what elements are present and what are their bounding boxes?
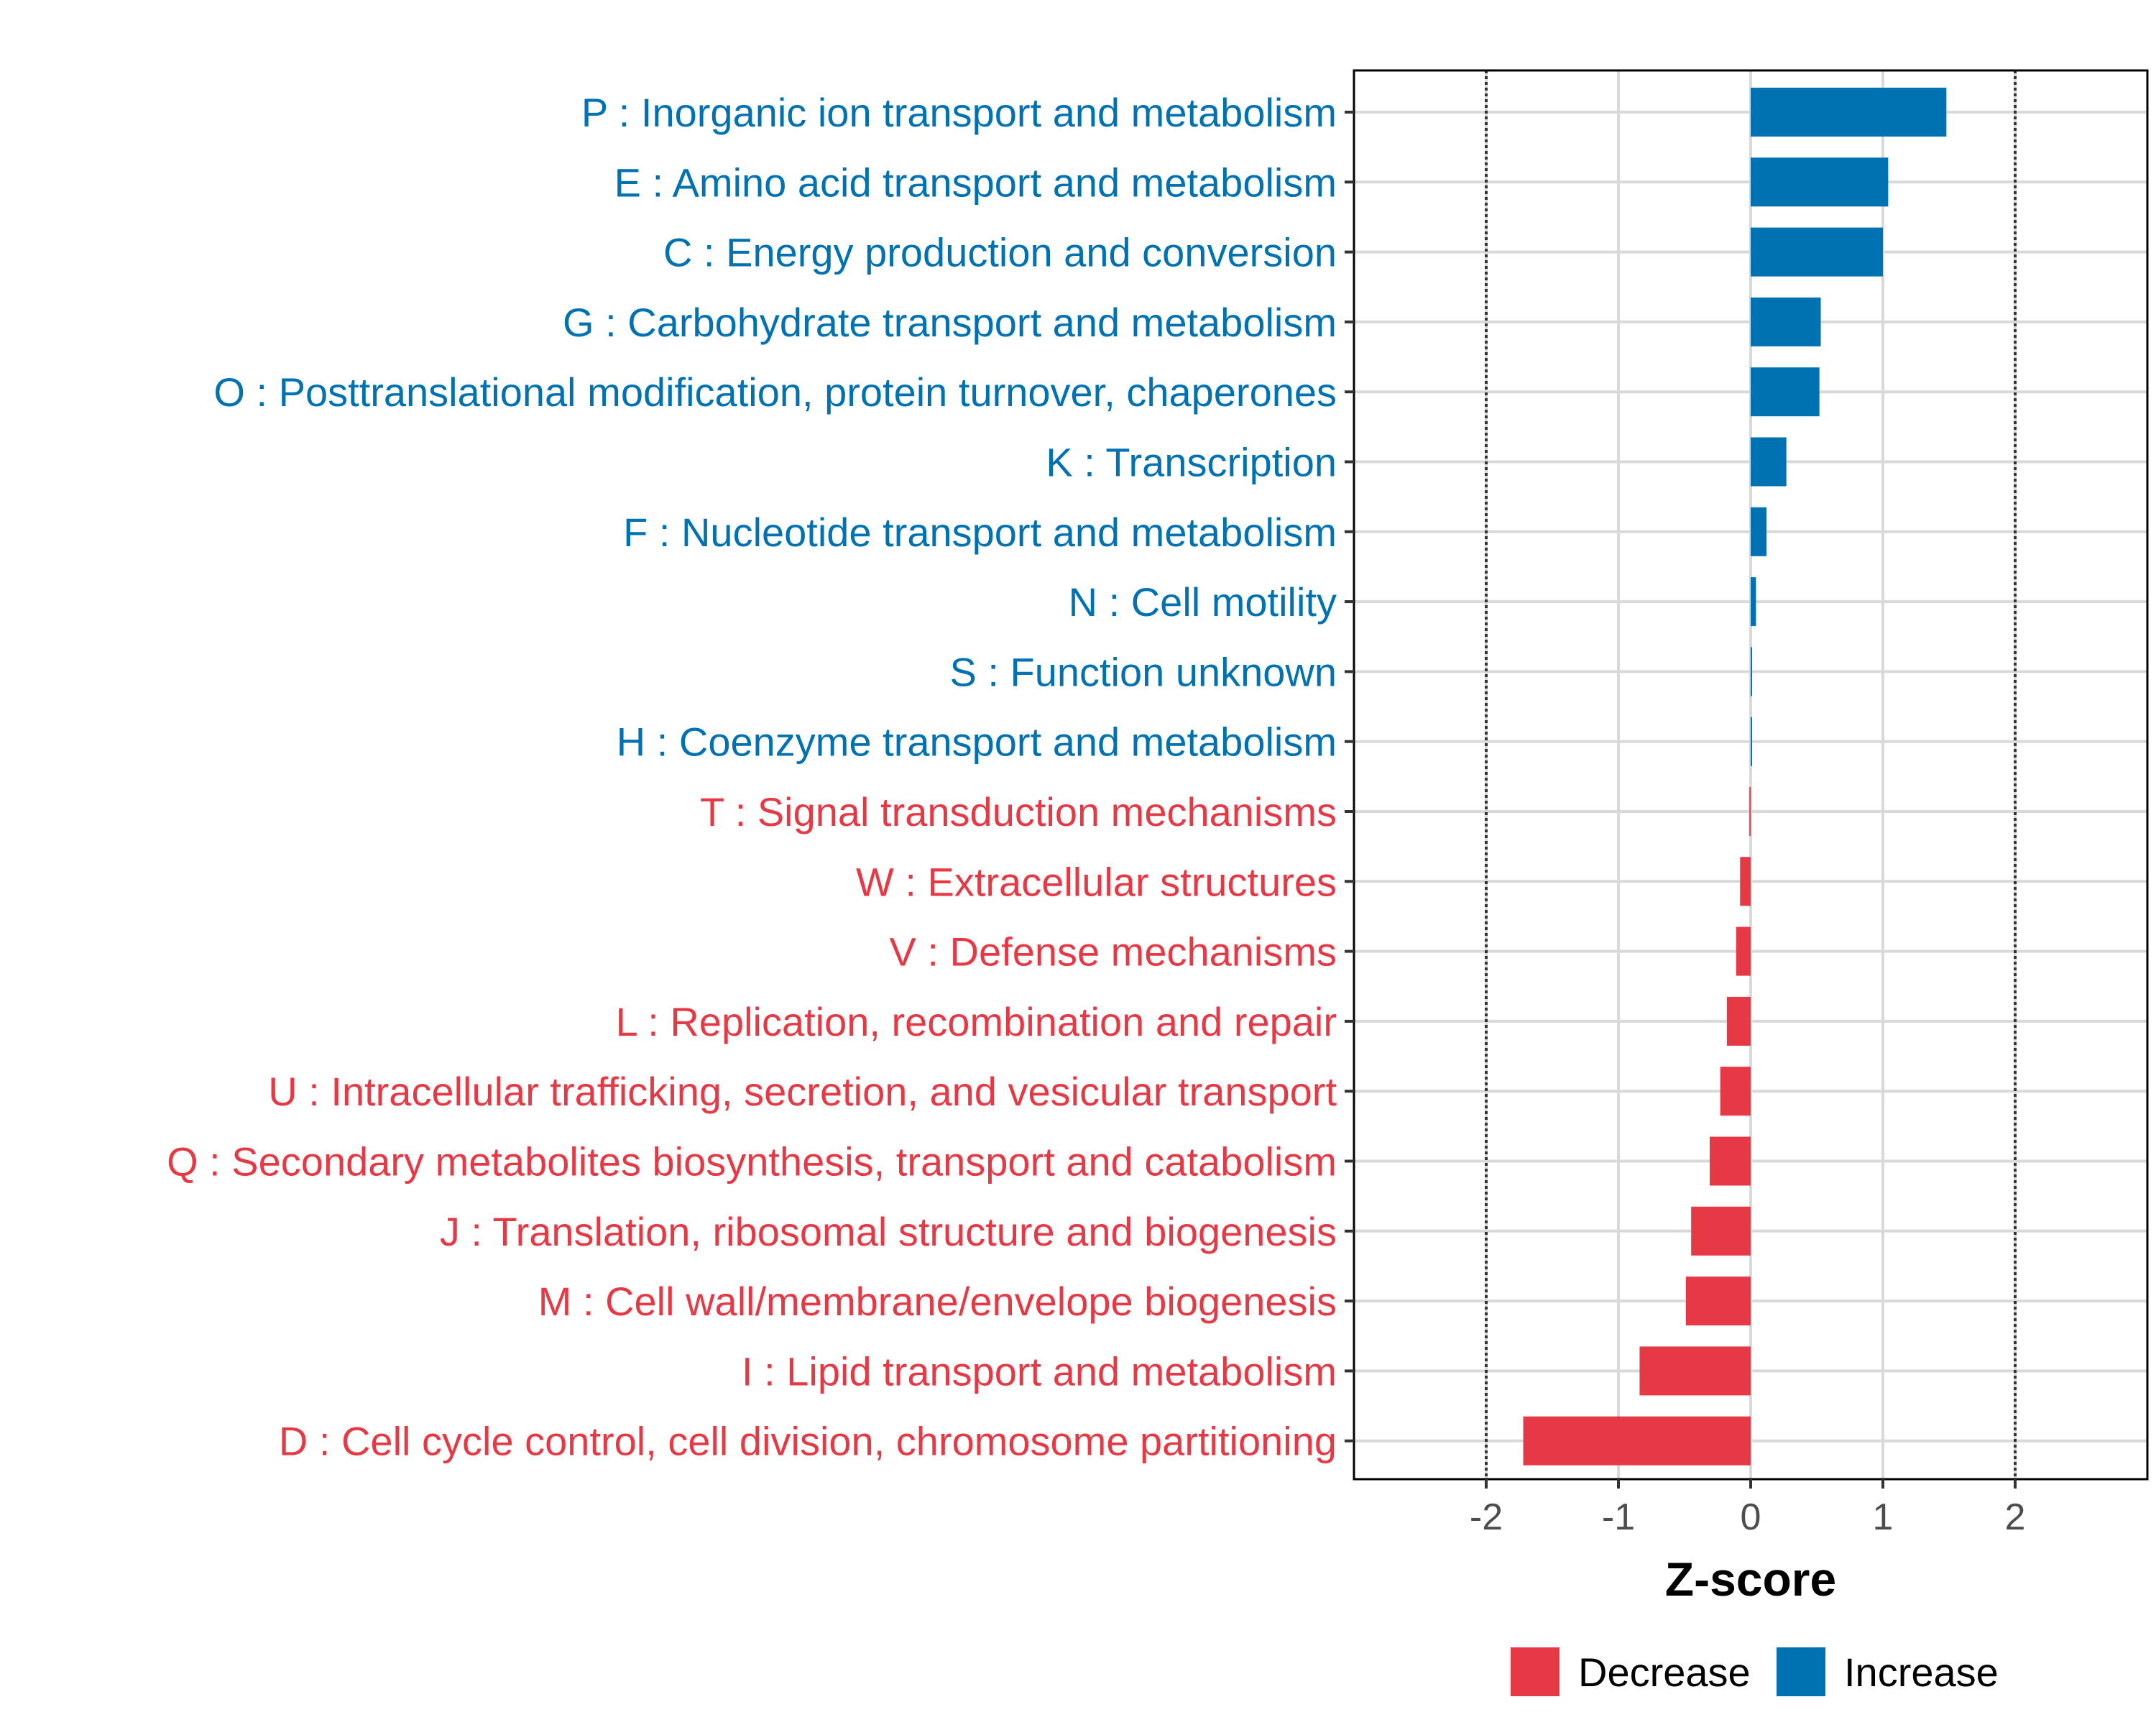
category-labels: P : Inorganic ion transport and metaboli… [167,90,1337,1464]
bar [1523,1416,1751,1466]
bar [1639,1346,1751,1396]
category-label: D : Cell cycle control, cell division, c… [279,1419,1337,1464]
bar [1709,1136,1751,1186]
bar [1751,227,1883,277]
x-tick-label: 0 [1741,1496,1761,1538]
grid-lines [1354,70,2147,1479]
reference-lines [1485,70,2017,1479]
category-label: Q : Secondary metabolites biosynthesis, … [167,1139,1337,1184]
category-label: O : Posttranslational modification, prot… [213,369,1337,415]
bar [1691,1206,1751,1256]
category-label: E : Amino acid transport and metabolism [614,160,1337,205]
legend: Decrease Increase [1511,1647,1999,1696]
x-axis-title: Z-score [1665,1552,1836,1606]
category-label: F : Nucleotide transport and metabolism [623,510,1337,555]
x-axis-ticks: -2 -1 0 1 2 [1470,1479,2026,1538]
bar [1740,857,1751,906]
bar [1726,996,1751,1046]
bar [1751,717,1752,766]
category-label: U : Intracellular trafficking, secretion… [268,1069,1337,1114]
category-label: T : Signal transduction mechanisms [700,789,1337,834]
category-label: V : Defense mechanisms [890,929,1337,975]
legend-key [1511,1647,1560,1696]
category-label: J : Translation, ribosomal structure and… [440,1209,1337,1254]
bar [1751,88,1947,137]
bar [1749,787,1751,836]
bar [1751,647,1752,696]
bar [1751,577,1756,627]
x-tick-label: -2 [1470,1496,1503,1538]
bars [1523,88,1947,1466]
category-label: I : Lipid transport and metabolism [742,1348,1337,1394]
bar [1685,1276,1751,1326]
legend-label: Increase [1844,1650,1999,1695]
category-label: M : Cell wall/membrane/envelope biogenes… [538,1279,1337,1324]
legend-label: Decrease [1578,1650,1751,1695]
bar [1751,157,1889,207]
category-ticks [1345,111,1354,1443]
legend-key [1777,1647,1825,1696]
category-label: C : Energy production and conversion [663,230,1337,275]
category-label: S : Function unknown [949,649,1337,694]
x-tick-label: 2 [2005,1496,2026,1538]
x-tick-label: -1 [1602,1496,1635,1538]
bar [1736,926,1751,976]
bar [1720,1067,1751,1116]
category-label: N : Cell motility [1069,579,1337,625]
category-label: G : Carbohydrate transport and metabolis… [563,300,1337,345]
category-label: W : Extracellular structures [856,859,1337,904]
x-tick-label: 1 [1873,1496,1894,1538]
category-label: H : Coenzyme transport and metabolism [617,719,1337,765]
category-label: P : Inorganic ion transport and metaboli… [581,90,1337,135]
bar [1751,507,1767,556]
bar [1751,367,1820,417]
bar [1751,437,1787,487]
category-label: L : Replication, recombination and repai… [616,999,1337,1044]
category-label: K : Transcription [1046,440,1337,485]
bar [1751,297,1821,346]
